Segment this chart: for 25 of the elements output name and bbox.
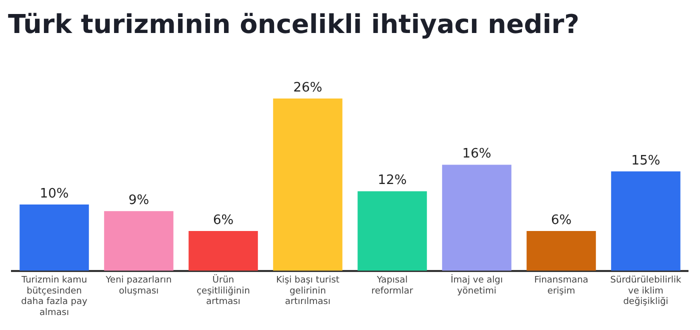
bar <box>358 191 427 271</box>
bar <box>611 171 680 271</box>
bar <box>20 204 89 271</box>
x-tick-label: Finansmana erişim <box>534 276 588 296</box>
bar <box>104 211 174 271</box>
data-label: 6% <box>550 212 572 228</box>
data-label: 9% <box>128 193 150 208</box>
bar <box>526 231 596 271</box>
x-tick-label: Yapısal reformlar <box>371 276 414 296</box>
data-label: 15% <box>631 153 660 168</box>
x-tick-label: Ürün çeşitliliğinin artması <box>196 274 250 308</box>
bar <box>273 98 342 271</box>
bar <box>442 164 512 271</box>
data-label: 26% <box>293 80 322 96</box>
x-tick-label: Yeni pazarların oluşması <box>104 276 172 296</box>
x-tick-label: İmaj ve algı yönetimi <box>450 274 503 296</box>
data-label: 12% <box>378 173 407 188</box>
chart-title: Türk turizminin öncelikli ihtiyacı nedir? <box>8 9 580 42</box>
data-label: 6% <box>212 212 234 228</box>
x-tick-label: Turizmin kamu bütçesinden daha fazla pay alması <box>20 276 88 318</box>
data-label: 10% <box>40 186 69 202</box>
x-tick-label: Sürdürülebilirlik ve iklim değişikliği <box>610 276 682 308</box>
x-tick-label: Kişi başı turist gelirinin artırılması <box>276 276 340 308</box>
data-label: 16% <box>462 146 492 162</box>
bar <box>188 231 258 271</box>
